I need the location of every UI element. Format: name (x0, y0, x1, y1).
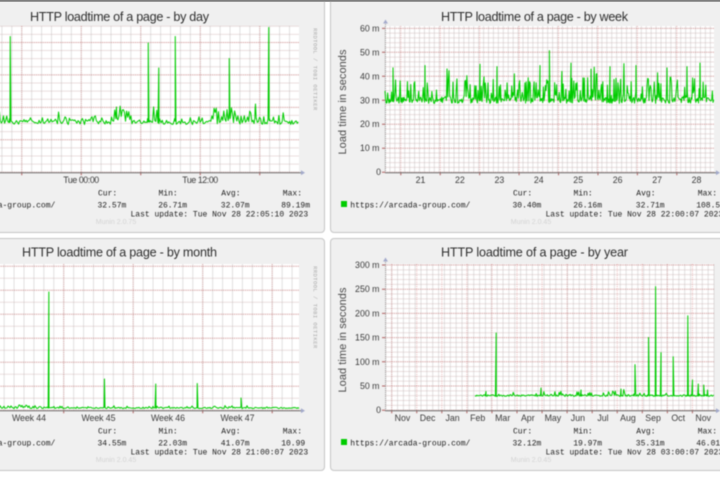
svg-text:20 m: 20 m (360, 119, 380, 129)
svg-text:10.99: 10.99 (281, 440, 305, 449)
svg-text:35.31m: 35.31m (636, 440, 665, 449)
svg-text:Avg:: Avg: (221, 190, 240, 199)
svg-text:HTTP loadtime of a page - by d: HTTP loadtime of a page - by day (30, 10, 210, 24)
svg-text:Cur:: Cur: (513, 428, 532, 437)
svg-text:Apr: Apr (521, 413, 535, 423)
svg-text:Last update: Tue Nov 28 21:00:: Last update: Tue Nov 28 21:00:07 2023 (131, 449, 309, 458)
svg-text:60 m: 60 m (360, 23, 380, 33)
svg-text:Week 47: Week 47 (221, 413, 255, 423)
svg-text:Last update: Tue Nov 28 22:05:: Last update: Tue Nov 28 22:05:10 2023 (131, 211, 309, 220)
svg-text:Tue 00:00: Tue 00:00 (63, 175, 99, 185)
svg-text:Last update: Tue Nov 28 03:00:: Last update: Tue Nov 28 03:00:07 2023 (546, 449, 720, 458)
svg-text:50 m: 50 m (360, 381, 380, 391)
svg-text:Avg:: Avg: (636, 190, 655, 199)
svg-text:https://arcada-group.com/: https://arcada-group.com/ (0, 440, 56, 449)
svg-text:Sep: Sep (645, 413, 661, 423)
svg-text:26.16m: 26.16m (573, 202, 602, 211)
svg-text:50 m: 50 m (360, 47, 380, 57)
svg-text:Cur:: Cur: (98, 190, 117, 199)
svg-text:Munin 2.0.75: Munin 2.0.75 (96, 219, 137, 226)
svg-text:250 m: 250 m (355, 284, 379, 294)
svg-text:41.07m: 41.07m (221, 440, 250, 449)
svg-text:HTTP loadtime of a page - by y: HTTP loadtime of a page - by year (441, 245, 628, 259)
svg-text:Max:: Max: (698, 428, 717, 437)
svg-text:Jan: Jan (446, 413, 460, 423)
svg-text:https://arcada-group.com/: https://arcada-group.com/ (350, 440, 470, 449)
svg-text:Week 45: Week 45 (82, 413, 116, 423)
svg-text:28: 28 (692, 175, 702, 185)
svg-text:26.71m: 26.71m (158, 202, 187, 211)
svg-text:Load time in seconds: Load time in seconds (337, 49, 349, 155)
svg-text:Nov: Nov (695, 413, 711, 423)
svg-text:Min:: Min: (159, 190, 178, 199)
svg-text:40 m: 40 m (360, 71, 380, 81)
svg-text:10 m: 10 m (360, 143, 380, 153)
svg-text:Feb: Feb (470, 413, 485, 423)
svg-text:Cur:: Cur: (98, 428, 117, 437)
svg-text:Week 44: Week 44 (12, 413, 46, 423)
svg-text:Load time in seconds: Load time in seconds (337, 287, 349, 393)
svg-text:30 m: 30 m (360, 95, 380, 105)
svg-text:https://arcada-group.com/: https://arcada-group.com/ (350, 202, 470, 211)
svg-text:Cur:: Cur: (513, 190, 532, 199)
svg-text:Week 46: Week 46 (151, 413, 185, 423)
svg-text:21: 21 (416, 175, 426, 185)
svg-text:0: 0 (376, 405, 381, 415)
svg-text:32.57m: 32.57m (98, 202, 127, 211)
svg-text:300 m: 300 m (355, 260, 379, 270)
svg-text:19.97m: 19.97m (573, 440, 602, 449)
svg-text:27: 27 (652, 175, 662, 185)
svg-text:32.07m: 32.07m (221, 202, 250, 211)
svg-text:Max:: Max: (698, 190, 717, 199)
svg-text:150 m: 150 m (355, 333, 379, 343)
svg-text:Nov: Nov (395, 413, 411, 423)
svg-text:May: May (545, 413, 562, 423)
svg-text:0: 0 (376, 167, 381, 177)
svg-text:Munin 2.0.45: Munin 2.0.45 (511, 219, 552, 226)
svg-text:Last update: Tue Nov 28 22:00:: Last update: Tue Nov 28 22:00:07 2023 (546, 211, 720, 220)
svg-text:30.40m: 30.40m (513, 202, 542, 211)
svg-text:22: 22 (455, 175, 465, 185)
svg-text:89.19m: 89.19m (281, 202, 310, 211)
svg-text:46.01m: 46.01m (696, 440, 720, 449)
svg-text:Avg:: Avg: (636, 428, 655, 437)
svg-text:32.12m: 32.12m (513, 440, 542, 449)
svg-text:Munin 2.0.45: Munin 2.0.45 (511, 457, 552, 464)
svg-text:RRDTOOL / TOBI OETIKER: RRDTOOL / TOBI OETIKER (312, 266, 319, 349)
svg-text:Munin 2.0.45: Munin 2.0.45 (96, 457, 137, 464)
svg-text:HTTP loadtime of a page - by m: HTTP loadtime of a page - by month (22, 245, 217, 259)
svg-text:23: 23 (495, 175, 505, 185)
svg-text:24: 24 (534, 175, 544, 185)
svg-text:Max:: Max: (283, 428, 302, 437)
svg-text:RRDTOOL / TOBI OETIKER: RRDTOOL / TOBI OETIKER (312, 28, 319, 111)
svg-text:32.71m: 32.71m (636, 202, 665, 211)
svg-text:100 m: 100 m (355, 357, 379, 367)
svg-text:Aug: Aug (620, 413, 636, 423)
svg-text:https://arcada-group.com/: https://arcada-group.com/ (0, 202, 56, 211)
svg-text:Min:: Min: (574, 190, 593, 199)
svg-text:Tue 12:00: Tue 12:00 (182, 175, 218, 185)
svg-text:Min:: Min: (574, 428, 593, 437)
svg-text:26: 26 (613, 175, 623, 185)
svg-text:Avg:: Avg: (221, 428, 240, 437)
svg-text:108.50m: 108.50m (696, 202, 720, 211)
svg-text:Dec: Dec (420, 413, 436, 423)
svg-text:200 m: 200 m (355, 308, 379, 318)
svg-text:Max:: Max: (283, 190, 302, 199)
svg-text:Min:: Min: (159, 428, 178, 437)
svg-text:34.55m: 34.55m (98, 440, 127, 449)
svg-text:Oct: Oct (671, 413, 685, 423)
svg-text:Jun: Jun (571, 413, 585, 423)
svg-text:22.03m: 22.03m (158, 440, 187, 449)
svg-text:Mar: Mar (495, 413, 510, 423)
svg-text:25: 25 (573, 175, 583, 185)
svg-text:Jul: Jul (597, 413, 608, 423)
svg-text:HTTP loadtime of a page - by w: HTTP loadtime of a page - by week (441, 10, 629, 24)
